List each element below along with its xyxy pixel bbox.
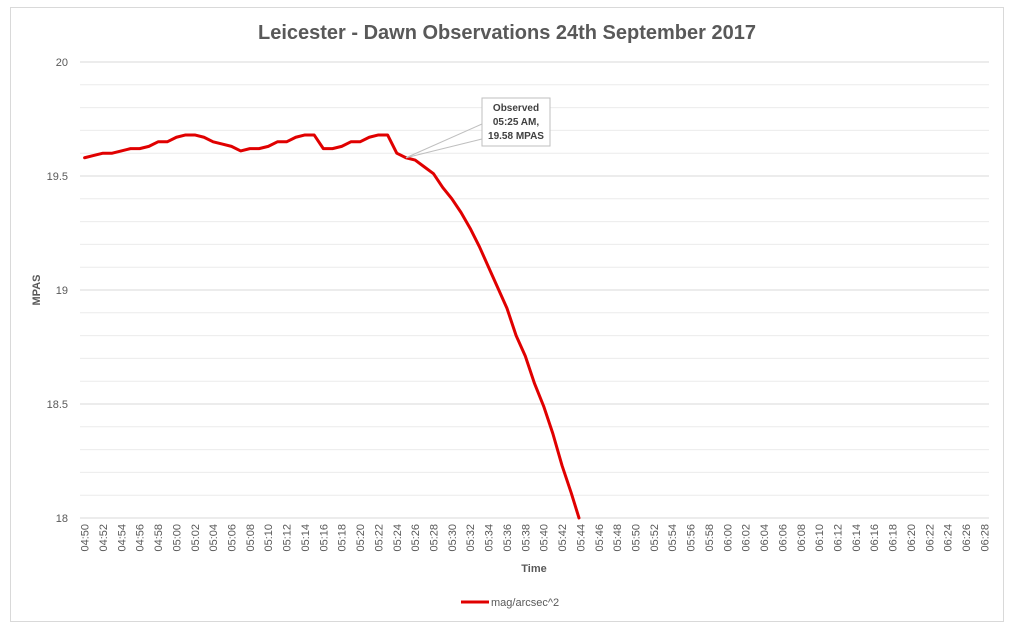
x-tick-label: 05:58 [704,524,716,552]
x-tick-label: 06:18 [888,524,900,552]
x-tick-label: 05:10 [263,524,275,552]
y-axis-title: MPAS [31,275,43,306]
x-tick-label: 05:52 [649,524,661,552]
x-tick-label: 05:16 [318,524,330,552]
x-tick-label: 06:02 [741,524,753,552]
x-tick-label: 05:56 [686,524,698,552]
x-tick-label: 04:58 [153,524,165,552]
x-tick-label: 05:12 [282,524,294,552]
x-tick-label: 05:42 [557,524,569,552]
x-tick-label: 05:14 [300,524,312,552]
chart-title: Leicester - Dawn Observations 24th Septe… [258,22,756,44]
x-tick-label: 05:34 [484,524,496,552]
x-tick-label: 05:26 [410,524,422,552]
x-axis-ticks: 04:50 04:52 04:54 04:56 04:58 05:00 05:02 05:04… [80,524,992,552]
y-tick-label: 19.5 [47,171,68,183]
x-tick-label: 06:04 [759,524,771,552]
legend-label: mag/arcsec^2 [491,597,559,609]
x-tick-label: 06:14 [851,524,863,552]
x-tick-label: 05:46 [594,524,606,552]
x-tick-label: 05:08 [245,524,257,552]
y-tick-label: 19 [56,285,68,297]
y-tick-label: 18 [56,513,68,525]
x-tick-label: 05:48 [612,524,624,552]
x-tick-label: 05:30 [447,524,459,552]
x-tick-label: 05:54 [667,524,679,552]
x-tick-label: 05:02 [190,524,202,552]
x-tick-label: 06:22 [924,524,936,552]
x-tick-label: 05:06 [227,524,239,552]
x-tick-label: 06:20 [906,524,918,552]
x-tick-label: 05:38 [520,524,532,552]
x-tick-label: 04:52 [98,524,110,552]
callout-box [481,97,551,147]
x-tick-label: 06:28 [979,524,991,552]
x-tick-label: 06:12 [833,524,845,552]
x-axis-title: Time [521,563,546,575]
x-tick-label: 06:24 [943,524,955,552]
y-tick-label: 18.5 [47,399,68,411]
callout-leader [405,123,483,159]
x-tick-label: 05:24 [392,524,404,552]
x-tick-label: 05:20 [355,524,367,552]
x-tick-label: 05:22 [373,524,385,552]
x-tick-label: 04:56 [135,524,147,552]
x-tick-label: 06:00 [722,524,734,552]
x-tick-label: 06:06 [777,524,789,552]
x-tick-label: 05:50 [631,524,643,552]
x-tick-label: 05:40 [539,524,551,552]
x-tick-label: 04:54 [116,524,128,552]
series-line-mag-arcsec2 [83,133,581,520]
x-tick-label: 05:28 [429,524,441,552]
x-tick-label: 06:16 [869,524,881,552]
x-tick-label: 05:36 [502,524,514,552]
series-group [83,133,581,520]
data-callout: Observed 05:25 AM, 19.58 MPAS [405,97,551,159]
x-tick-label: 05:04 [208,524,220,552]
x-tick-label: 06:10 [814,524,826,552]
callout-leader [405,138,483,159]
x-tick-label: 05:32 [465,524,477,552]
callout-line-1: Observed [493,103,539,114]
y-tick-label: 20 [56,57,68,69]
x-tick-label: 05:44 [575,524,587,552]
callout-line-3: 19.58 MPAS [488,131,544,142]
x-tick-label: 05:18 [337,524,349,552]
x-tick-label: 06:26 [961,524,973,552]
y-axis-ticks: 20 19.5 19 18.5 18 [47,57,68,525]
callout-line-2: 05:25 AM, [493,117,540,128]
legend: mag/arcsec^2 [461,597,559,609]
x-tick-label: 06:08 [796,524,808,552]
x-tick-label: 05:00 [171,524,183,552]
x-tick-label: 04:50 [80,524,92,552]
